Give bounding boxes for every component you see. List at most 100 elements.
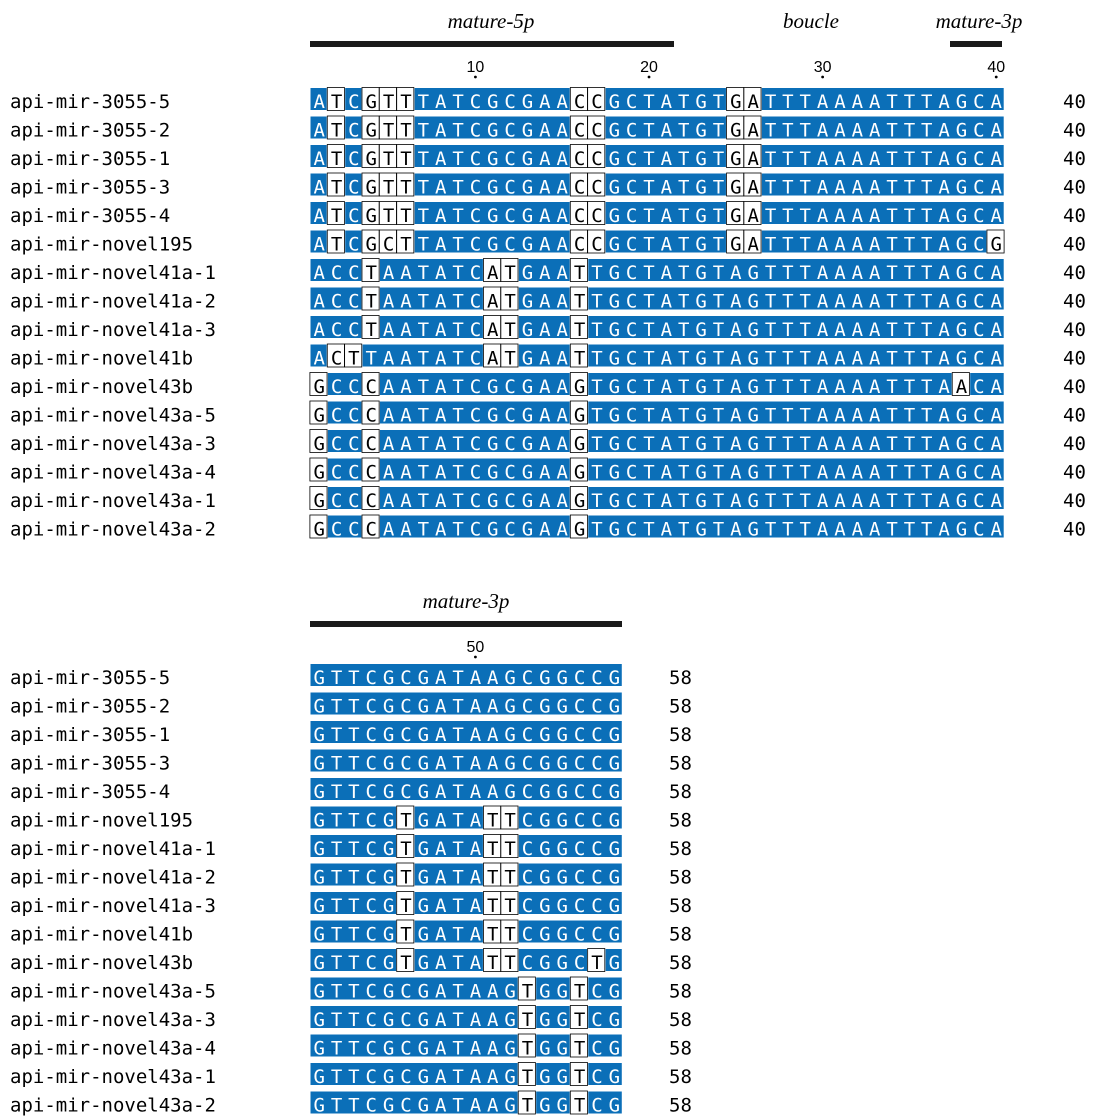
nucleotide: G	[313, 724, 324, 746]
nucleotide: A	[730, 433, 742, 455]
position-count: 58	[669, 1009, 692, 1031]
nucleotide: T	[678, 177, 689, 199]
region-label-mature-5p: mature-5p	[448, 9, 535, 33]
nucleotide: T	[765, 91, 776, 113]
nucleotide: T	[400, 91, 411, 113]
nucleotide: C	[348, 177, 359, 199]
nucleotide: A	[487, 1066, 499, 1088]
conserved-shading	[761, 173, 1004, 196]
nucleotide: T	[886, 490, 897, 512]
nucleotide: A	[556, 433, 568, 455]
nucleotide: G	[609, 924, 620, 946]
nucleotide: C	[522, 724, 533, 746]
nucleotide: A	[938, 120, 950, 142]
nucleotide: T	[643, 177, 654, 199]
nucleotide: T	[348, 952, 359, 974]
nucleotide: C	[574, 895, 585, 917]
nucleotide: A	[834, 376, 846, 398]
conserved-shading	[605, 949, 622, 971]
nucleotide: T	[782, 91, 793, 113]
variant-cell	[500, 834, 519, 858]
nucleotide: G	[609, 1009, 620, 1031]
nucleotide: A	[539, 433, 551, 455]
nucleotide: T	[678, 148, 689, 170]
nucleotide: G	[609, 291, 620, 313]
nucleotide: C	[348, 462, 359, 484]
nucleotide: C	[366, 405, 377, 427]
nucleotide: A	[852, 319, 864, 341]
nucleotide: A	[435, 924, 447, 946]
nucleotide: T	[522, 981, 533, 1003]
nucleotide: T	[782, 262, 793, 284]
nucleotide: A	[730, 348, 742, 370]
nucleotide: A	[852, 205, 864, 227]
nucleotide: T	[886, 205, 897, 227]
nucleotide: T	[904, 490, 915, 512]
conserved-shading	[414, 920, 483, 943]
variant-cell	[569, 258, 588, 282]
nucleotide: A	[817, 234, 829, 256]
nucleotide: G	[313, 696, 324, 718]
nucleotide: G	[747, 490, 758, 512]
variant-cell	[396, 229, 415, 254]
nucleotide: T	[904, 319, 915, 341]
nucleotide: A	[435, 405, 447, 427]
nucleotide: A	[990, 291, 1002, 313]
conserved-shading	[327, 487, 362, 509]
nucleotide: C	[400, 724, 411, 746]
position-count: 40	[1063, 405, 1086, 427]
nucleotide: A	[470, 924, 482, 946]
nucleotide: A	[747, 234, 759, 256]
nucleotide: A	[834, 462, 846, 484]
nucleotide: G	[609, 838, 620, 860]
nucleotide: T	[782, 490, 793, 512]
nucleotide: T	[591, 348, 602, 370]
nucleotide: C	[348, 91, 359, 113]
conserved-shading	[379, 515, 570, 538]
variant-cell	[587, 115, 606, 140]
conserved-shading	[310, 287, 362, 310]
nucleotide: T	[643, 234, 654, 256]
nucleotide: G	[522, 433, 533, 455]
nucleotide: T	[765, 490, 776, 512]
conserved-shading	[379, 401, 570, 424]
conserved-shading	[345, 116, 362, 139]
nucleotide: C	[574, 696, 585, 718]
position-count: 58	[669, 981, 692, 1003]
variant-cell	[396, 201, 415, 225]
nucleotide: A	[869, 148, 881, 170]
nucleotide: A	[817, 205, 829, 227]
conserved-shading	[327, 401, 362, 424]
nucleotide: A	[869, 91, 881, 113]
nucleotide: C	[504, 234, 515, 256]
nucleotide: G	[383, 838, 394, 860]
nucleotide: A	[852, 234, 864, 256]
nucleotide: C	[591, 838, 602, 860]
conserved-shading	[518, 863, 622, 886]
nucleotide: G	[522, 234, 533, 256]
nucleotide: T	[504, 895, 515, 917]
variant-cell	[361, 315, 380, 339]
conserved-shading	[379, 259, 483, 281]
nucleotide: T	[886, 519, 897, 541]
nucleotide: T	[800, 348, 811, 370]
nucleotide: G	[522, 490, 533, 512]
nucleotide: T	[452, 1095, 463, 1117]
nucleotide: C	[626, 234, 637, 256]
conserved-shading	[588, 287, 1004, 310]
nucleotide: A	[400, 348, 412, 370]
sequence-name: api-mir-novel195	[10, 810, 193, 832]
nucleotide: C	[626, 205, 637, 227]
nucleotide: G	[383, 1095, 394, 1117]
nucleotide: G	[522, 177, 533, 199]
nucleotide: G	[522, 91, 533, 113]
nucleotide: C	[366, 1038, 377, 1060]
nucleotide: T	[904, 177, 915, 199]
nucleotide: A	[435, 1095, 447, 1117]
nucleotide: T	[678, 490, 689, 512]
nucleotide: G	[609, 952, 620, 974]
position-count: 58	[669, 952, 692, 974]
nucleotide: T	[921, 348, 932, 370]
nucleotide: T	[765, 462, 776, 484]
nucleotide: A	[470, 1038, 482, 1060]
